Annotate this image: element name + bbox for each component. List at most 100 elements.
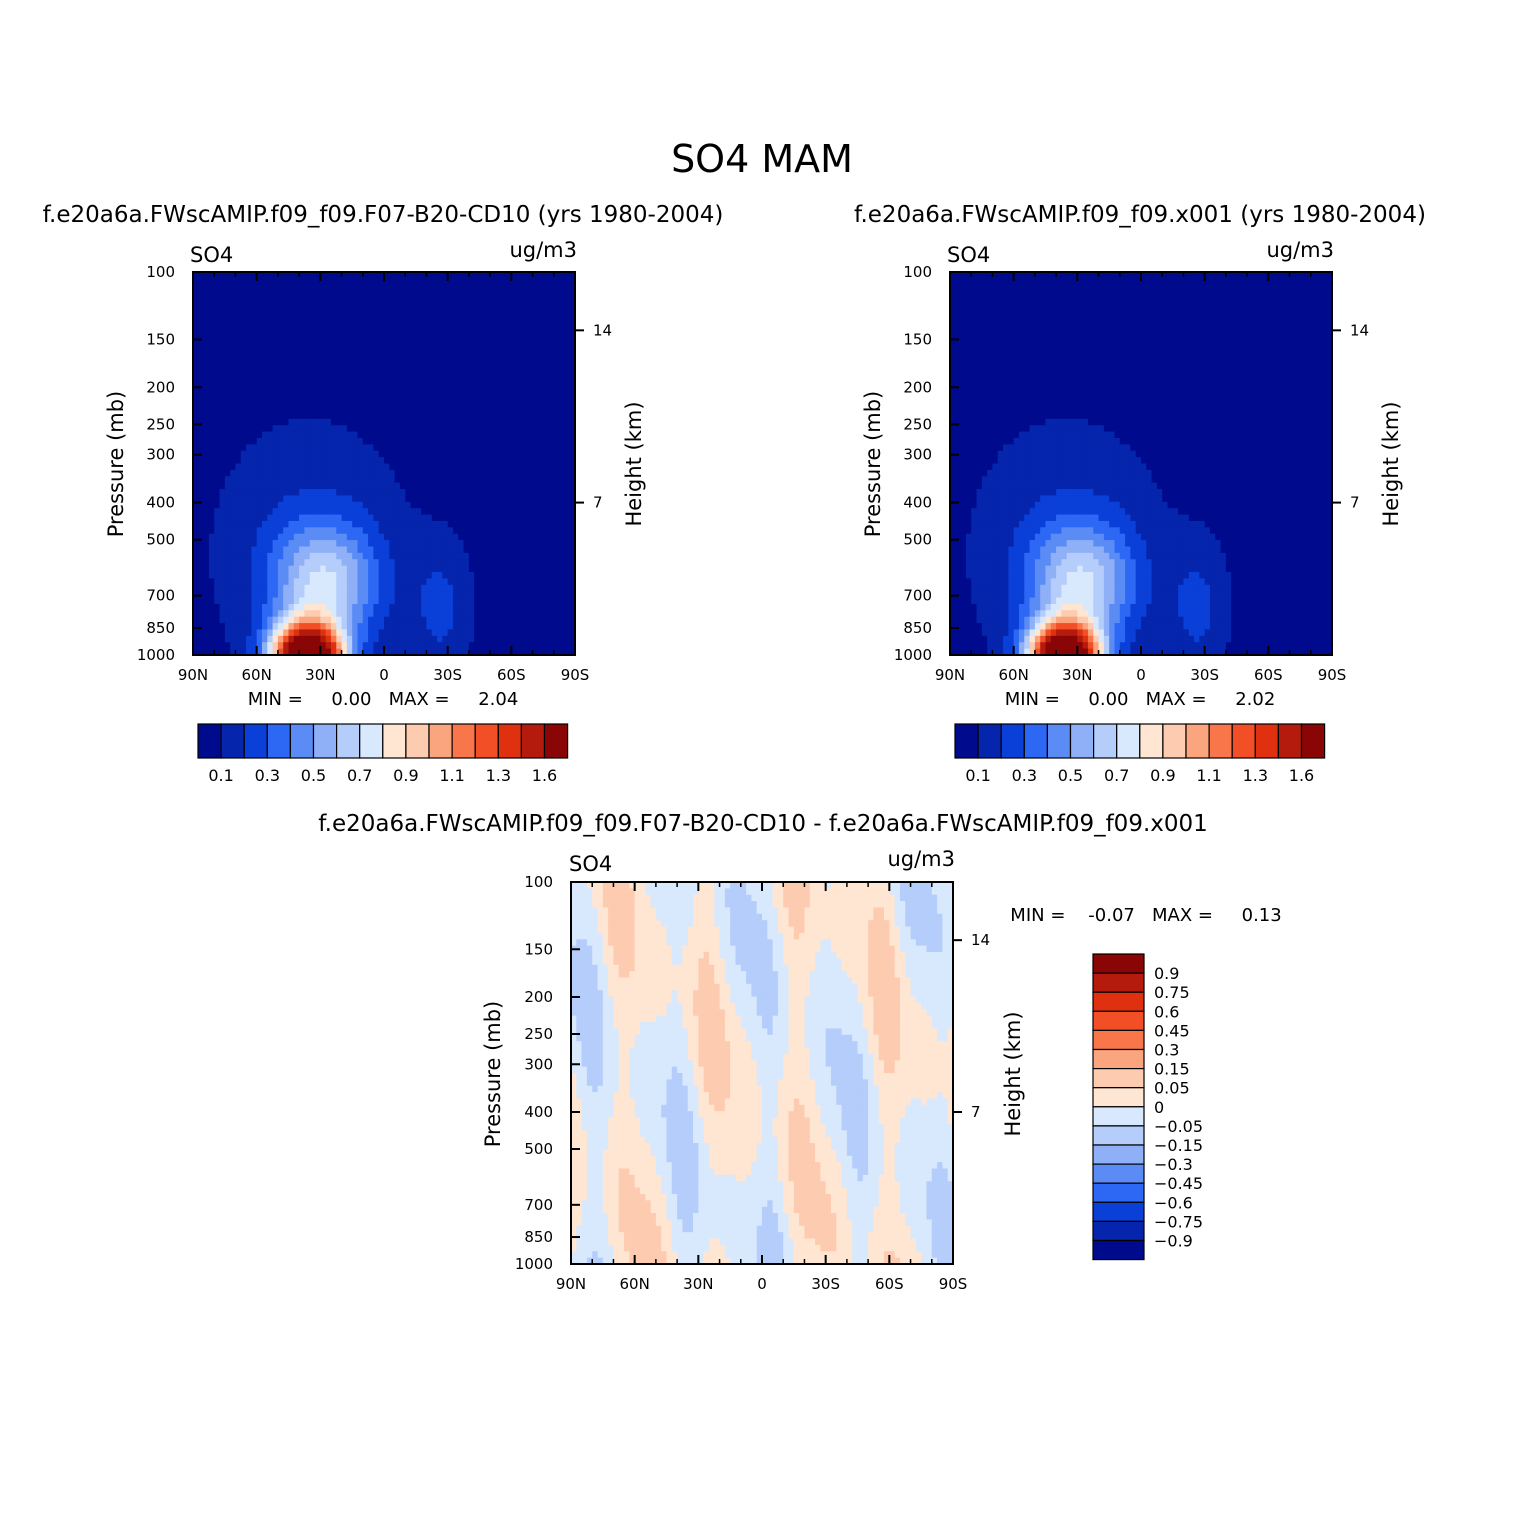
field-cell	[336, 380, 343, 388]
field-cell	[230, 450, 237, 458]
field-cell	[468, 342, 475, 350]
field-cell	[1109, 272, 1116, 279]
field-cell	[1284, 310, 1291, 318]
field-cell	[251, 323, 258, 331]
field-cell	[1194, 310, 1200, 318]
field-cell	[315, 284, 321, 292]
field-cell	[352, 272, 359, 279]
field-cell	[251, 329, 258, 337]
field-cell	[224, 406, 231, 414]
field-cell	[463, 482, 470, 490]
field-cell	[426, 393, 433, 401]
field-cell	[219, 291, 226, 299]
field-cell	[315, 476, 321, 484]
field-cell	[235, 272, 242, 279]
field-cell	[261, 316, 268, 324]
field-cell	[394, 450, 401, 458]
field-cell	[447, 489, 454, 497]
field-cell	[479, 412, 486, 420]
field-cell	[532, 444, 539, 452]
field-cell	[384, 552, 390, 560]
field-cell	[543, 335, 550, 343]
field-cell	[410, 303, 417, 311]
field-cell	[293, 329, 300, 337]
field-cell	[208, 380, 215, 388]
field-cell	[452, 508, 459, 516]
field-cell	[1125, 284, 1131, 292]
field-cell	[431, 527, 438, 535]
field-cell	[955, 310, 962, 318]
field-cell	[230, 399, 237, 407]
field-cell	[208, 578, 215, 586]
field-cell	[410, 463, 417, 471]
field-cell	[378, 348, 385, 356]
field-cell	[1183, 284, 1190, 292]
field-cell	[283, 623, 290, 631]
field-cell	[299, 457, 306, 465]
field-cell	[1018, 303, 1025, 311]
field-cell	[500, 406, 507, 414]
field-cell	[447, 386, 454, 394]
field-cell	[346, 559, 353, 567]
field-cell	[330, 297, 337, 305]
field-cell	[208, 610, 215, 618]
field-cell	[341, 342, 348, 350]
field-cell	[399, 584, 406, 592]
field-cell	[452, 584, 459, 592]
field-cell	[272, 431, 279, 439]
field-cell	[251, 297, 258, 305]
field-cell	[309, 533, 316, 541]
field-cell	[378, 597, 385, 605]
field-cell	[320, 482, 327, 490]
field-cell	[564, 635, 571, 643]
field-cell	[208, 354, 215, 362]
field-cell	[277, 367, 284, 375]
panel-case2: f.e20a6a.FWscAMIP.f09_f09.x001 (yrs 1980…	[854, 202, 1426, 785]
field-cell	[559, 623, 565, 631]
field-cell	[437, 425, 443, 433]
field-cell	[559, 335, 565, 343]
field-cell	[288, 610, 295, 618]
field-cell	[309, 329, 316, 337]
field-cell	[458, 335, 465, 343]
field-cell	[458, 386, 465, 394]
field-cell	[304, 552, 311, 560]
field-cell	[389, 406, 396, 414]
field-cell	[399, 316, 406, 324]
field-cell	[479, 278, 486, 286]
field-cell	[1294, 303, 1301, 311]
field-cell	[569, 597, 576, 605]
field-cell	[543, 591, 550, 599]
field-cell	[543, 508, 550, 516]
field-cell	[500, 610, 507, 618]
field-cell	[325, 278, 332, 286]
field-cell	[468, 616, 475, 624]
field-cell	[532, 591, 539, 599]
field-cell	[543, 597, 550, 605]
field-cell	[559, 329, 565, 337]
field-cell	[293, 584, 300, 592]
field-cell	[230, 310, 237, 318]
field-cell	[468, 533, 475, 541]
field-cell	[357, 642, 364, 650]
field-cell	[447, 406, 454, 414]
field-cell	[521, 272, 528, 279]
field-cell	[521, 303, 528, 311]
field-cell	[315, 501, 321, 509]
field-cell	[521, 316, 528, 324]
field-cell	[198, 374, 205, 382]
field-cell	[479, 303, 486, 311]
field-cell	[426, 444, 433, 452]
field-cell	[537, 533, 544, 541]
field-cell	[315, 406, 321, 414]
field-cell	[516, 418, 523, 426]
field-cell	[521, 635, 528, 643]
field-cell	[315, 316, 321, 324]
field-cell	[1231, 297, 1238, 305]
colorbar-box	[543, 723, 569, 759]
field-cell	[198, 323, 205, 331]
field-cell	[1008, 310, 1015, 318]
field-cell	[543, 412, 550, 420]
field-cell	[224, 616, 231, 624]
field-cell	[373, 361, 380, 369]
